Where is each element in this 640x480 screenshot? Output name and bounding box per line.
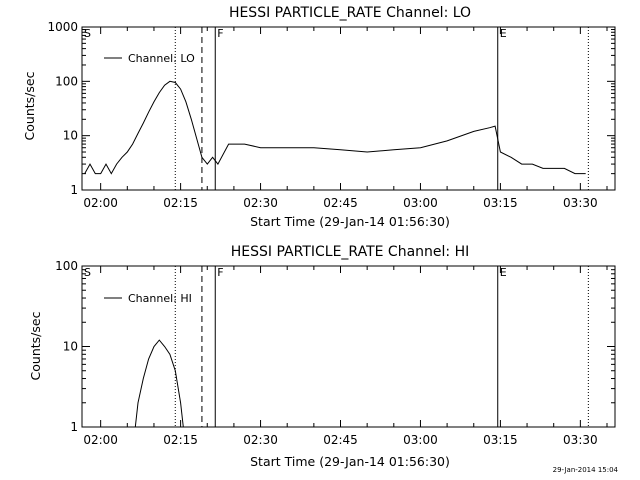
x-tick-label: 03:00 <box>403 433 438 447</box>
event-marker-label: F <box>217 27 223 40</box>
start-marker-label: S <box>84 266 91 279</box>
x-tick-label: 03:30 <box>563 433 598 447</box>
legend-lo-label: Channel: LO <box>128 52 195 65</box>
start-marker-label: S <box>84 27 91 40</box>
panel-hi-title: HESSI PARTICLE_RATE Channel: HI <box>231 244 469 260</box>
panel-lo: HESSI PARTICLE_RATE Channel: LO Counts/s… <box>22 5 616 229</box>
series-line-hi <box>134 339 184 427</box>
x-tick-label: 03:15 <box>483 196 518 210</box>
x-tick-label: 02:45 <box>323 433 358 447</box>
x-tick-label: 02:30 <box>243 433 278 447</box>
x-tick-label: 02:45 <box>323 196 358 210</box>
plot-frame-lo <box>81 26 616 191</box>
panel-lo-legend: Channel: LO <box>104 52 195 65</box>
footer-timestamp: 29-Jan-2014 15:04 <box>553 466 619 474</box>
y-tick-label: 10 <box>63 340 78 354</box>
x-tick-label: 02:30 <box>243 196 278 210</box>
plot-frame-hi <box>81 265 616 428</box>
panel-hi-ylabel: Counts/sec <box>28 311 43 380</box>
y-tick-label: 1 <box>70 420 78 434</box>
x-tick-label: 02:15 <box>163 196 198 210</box>
x-tick-label: 03:00 <box>403 196 438 210</box>
x-tick-label: 02:00 <box>83 433 118 447</box>
x-tick-label: 02:00 <box>83 196 118 210</box>
y-tick-label: 1 <box>70 183 78 197</box>
panel-lo-ylabel: Counts/sec <box>22 71 37 140</box>
y-tick-label: 100 <box>55 74 78 88</box>
panel-hi-legend: Channel: HI <box>104 292 192 305</box>
x-tick-label: 03:15 <box>483 433 518 447</box>
event-marker-label: E <box>500 266 507 279</box>
event-marker-label: F <box>217 266 223 279</box>
y-tick-label: 100 <box>55 259 78 273</box>
legend-hi-label: Channel: HI <box>128 292 192 305</box>
event-marker-label: E <box>500 27 507 40</box>
series-line-lo <box>84 80 586 175</box>
panel-hi: HESSI PARTICLE_RATE Channel: HI Counts/s… <box>28 244 616 469</box>
panel-hi-xlabel: Start Time (29-Jan-14 01:56:30) <box>250 454 450 469</box>
x-tick-label: 03:30 <box>563 196 598 210</box>
panel-lo-title: HESSI PARTICLE_RATE Channel: LO <box>229 5 471 21</box>
x-tick-label: 02:15 <box>163 433 198 447</box>
panel-lo-xlabel: Start Time (29-Jan-14 01:56:30) <box>250 214 450 229</box>
y-tick-label: 1000 <box>47 20 78 34</box>
y-tick-label: 10 <box>63 129 78 143</box>
